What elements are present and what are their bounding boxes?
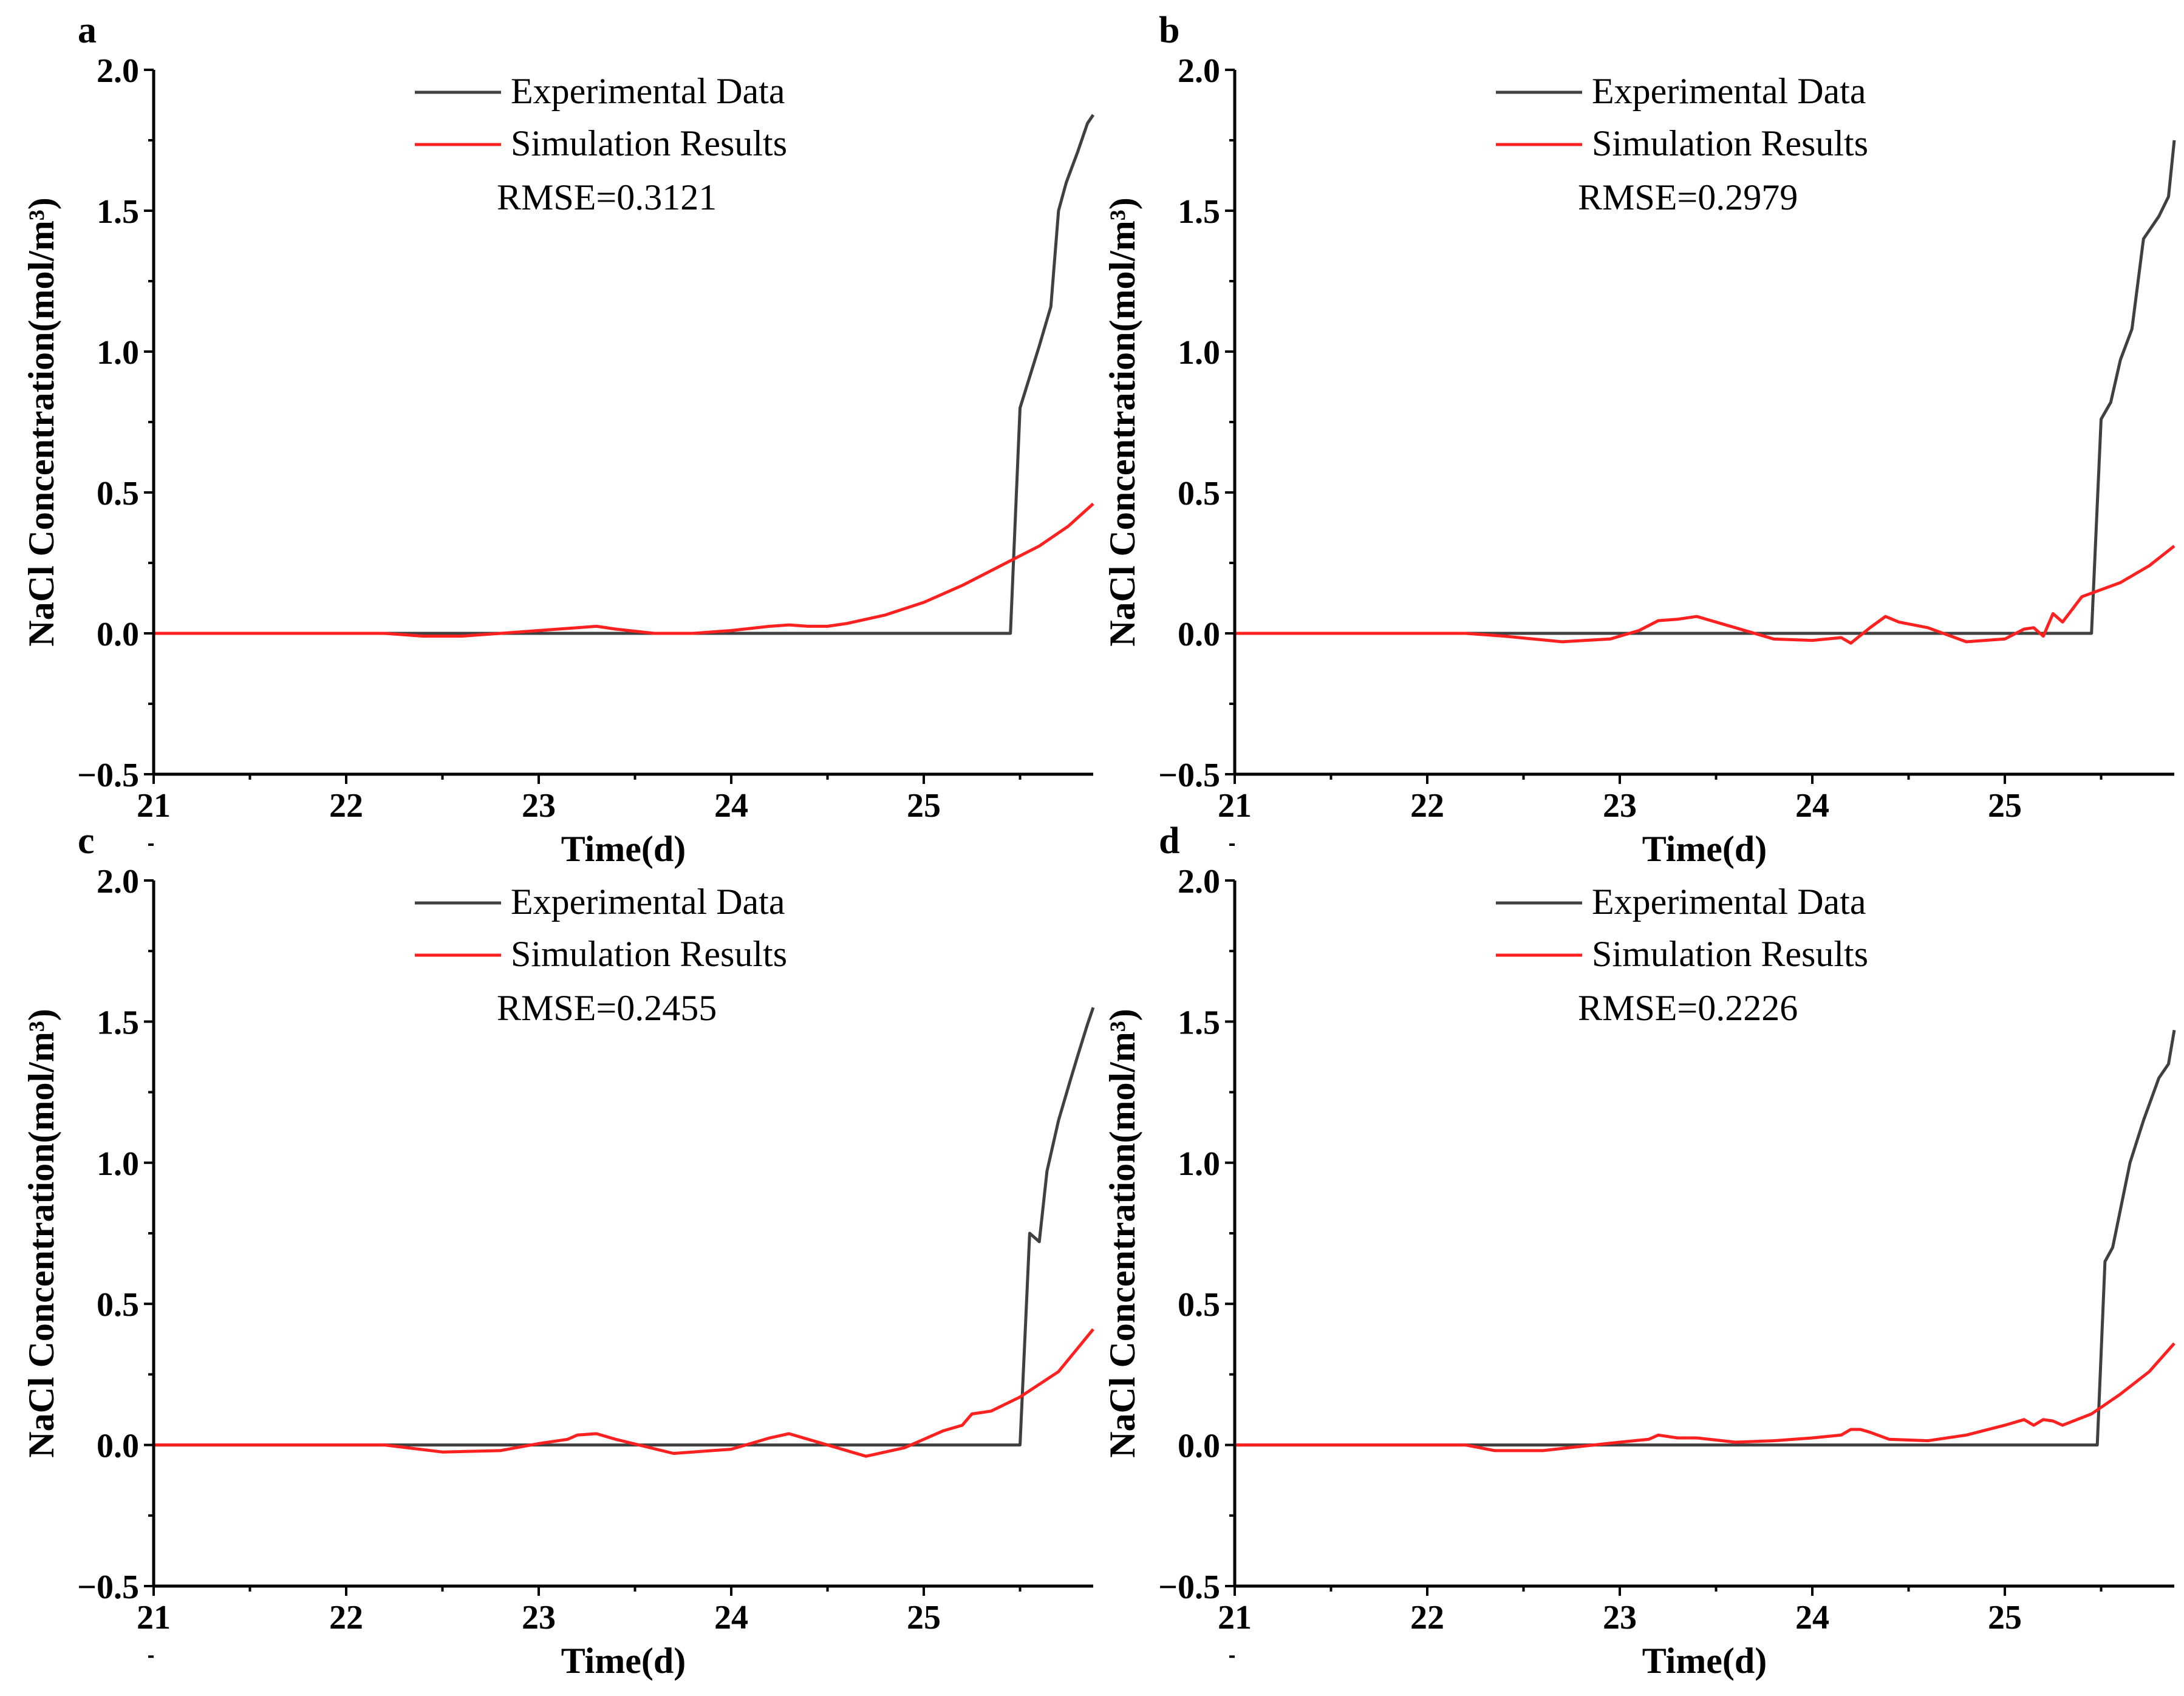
- y-axis-title: NaCl Concentration(mol/m³): [21, 1009, 61, 1458]
- chart-panel-d: d −0.5 0.0 0.5 1.0 1.5 2.0 21 22 23 24 25 Time(d) NaC…: [1102, 820, 2176, 1681]
- legend-label-simulation: Simulation Results: [511, 123, 787, 163]
- x-tick-label: 22: [1410, 1599, 1444, 1636]
- rmse-annotation: RMSE=0.2455: [497, 988, 717, 1028]
- panel-letter: a: [78, 10, 97, 51]
- x-axis-title: Time(d): [1642, 1641, 1767, 1681]
- y-axis-title: NaCl Concentration(mol/m³): [21, 197, 61, 647]
- legend-label-simulation: Simulation Results: [1592, 123, 1868, 163]
- experimental-series-line: [154, 1007, 1095, 1447]
- x-tick-label: 23: [1603, 787, 1637, 825]
- legend-label-experimental: Experimental Data: [1592, 882, 1866, 922]
- legend-label-simulation: Simulation Results: [511, 934, 787, 974]
- chart-panel-c: c −0.5 0.0 0.5 1.0 1.5 2.0 21 22 23 24 25 Time(d) NaC…: [21, 820, 1095, 1681]
- panel-letter: d: [1159, 820, 1179, 862]
- y-tick-label: 0.0: [1178, 1428, 1220, 1465]
- simulation-series-line: [154, 502, 1094, 638]
- y-tick-label: 0.5: [97, 475, 139, 513]
- x-tick-label: 24: [714, 1599, 748, 1636]
- y-tick-label: −0.5: [1158, 757, 1220, 794]
- y-tick-label: −0.5: [77, 757, 139, 794]
- y-tick-label: 2.0: [1178, 863, 1220, 901]
- x-tick-label: 22: [329, 787, 363, 825]
- y-tick-label: 1.0: [1178, 334, 1220, 372]
- chart-panel-b: b −0.5 0.0 0.5 1.0 1.5 2.0 21 22 23 24 25 Time(d) NaC…: [1102, 10, 2176, 869]
- x-tick-label: 23: [522, 1599, 556, 1636]
- x-tick-label: 24: [1795, 1599, 1829, 1636]
- y-tick-label: 0.5: [1178, 1286, 1220, 1324]
- y-axis-title: NaCl Concentration(mol/m³): [1102, 197, 1142, 647]
- x-tick-label: 21: [137, 787, 171, 825]
- y-tick-label: 2.0: [97, 863, 139, 901]
- x-tick-label: 25: [1988, 787, 2022, 825]
- experimental-series-line: [154, 114, 1095, 635]
- y-tick-label: 1.0: [97, 334, 139, 372]
- y-tick-label: 0.0: [97, 1428, 139, 1465]
- simulation-series-line: [1235, 545, 2175, 645]
- y-tick-label: 1.5: [1178, 193, 1220, 231]
- simulation-series-line: [1235, 1342, 2175, 1452]
- y-tick-label: 2.0: [97, 52, 139, 90]
- x-tick-label: 24: [1795, 787, 1829, 825]
- x-tick-label: 23: [522, 787, 556, 825]
- rmse-annotation: RMSE=0.2226: [1578, 988, 1798, 1028]
- legend-label-experimental: Experimental Data: [511, 71, 785, 111]
- panel-letter: b: [1159, 10, 1179, 51]
- x-axis-title: Time(d): [561, 1641, 686, 1681]
- x-tick-label: 25: [1988, 1599, 2022, 1636]
- x-axis-title: Time(d): [1642, 829, 1767, 869]
- y-tick-label: 1.5: [1178, 1004, 1220, 1041]
- x-tick-label: 21: [137, 1599, 171, 1636]
- x-tick-label: 25: [907, 787, 941, 825]
- x-tick-label: 22: [1410, 787, 1444, 825]
- x-tick-label: 22: [329, 1599, 363, 1636]
- x-axis-title: Time(d): [561, 829, 686, 869]
- rmse-annotation: RMSE=0.2979: [1578, 177, 1798, 217]
- chart-panel-a: a −0.5 0.0 0.5 1.0 1.5 2.0 21 22 23 24 25 Time(d) NaC…: [21, 10, 1095, 869]
- panel-letter: c: [78, 820, 95, 862]
- y-tick-label: 0.5: [1178, 475, 1220, 513]
- legend-label-experimental: Experimental Data: [511, 882, 785, 922]
- experimental-series-line: [1235, 1029, 2176, 1447]
- x-tick-label: 24: [714, 787, 748, 825]
- x-tick-label: 23: [1603, 1599, 1637, 1636]
- simulation-series-line: [154, 1328, 1094, 1458]
- x-tick-label: 21: [1218, 1599, 1252, 1636]
- y-tick-label: 1.0: [1178, 1145, 1220, 1183]
- legend-label-experimental: Experimental Data: [1592, 71, 1866, 111]
- experimental-series-line: [1235, 140, 2176, 635]
- y-tick-label: 1.5: [97, 1004, 139, 1041]
- y-tick-label: 2.0: [1178, 52, 1220, 90]
- y-axis-title: NaCl Concentration(mol/m³): [1102, 1009, 1142, 1458]
- y-tick-label: −0.5: [1158, 1568, 1220, 1606]
- y-tick-label: 0.0: [97, 616, 139, 653]
- y-tick-label: 0.5: [97, 1286, 139, 1324]
- x-tick-label: 25: [907, 1599, 941, 1636]
- rmse-annotation: RMSE=0.3121: [497, 177, 717, 217]
- x-tick-label: 21: [1218, 787, 1252, 825]
- y-tick-label: −0.5: [77, 1568, 139, 1606]
- y-tick-label: 1.5: [97, 193, 139, 231]
- y-tick-label: 1.0: [97, 1145, 139, 1183]
- legend-label-simulation: Simulation Results: [1592, 934, 1868, 974]
- y-tick-label: 0.0: [1178, 616, 1220, 653]
